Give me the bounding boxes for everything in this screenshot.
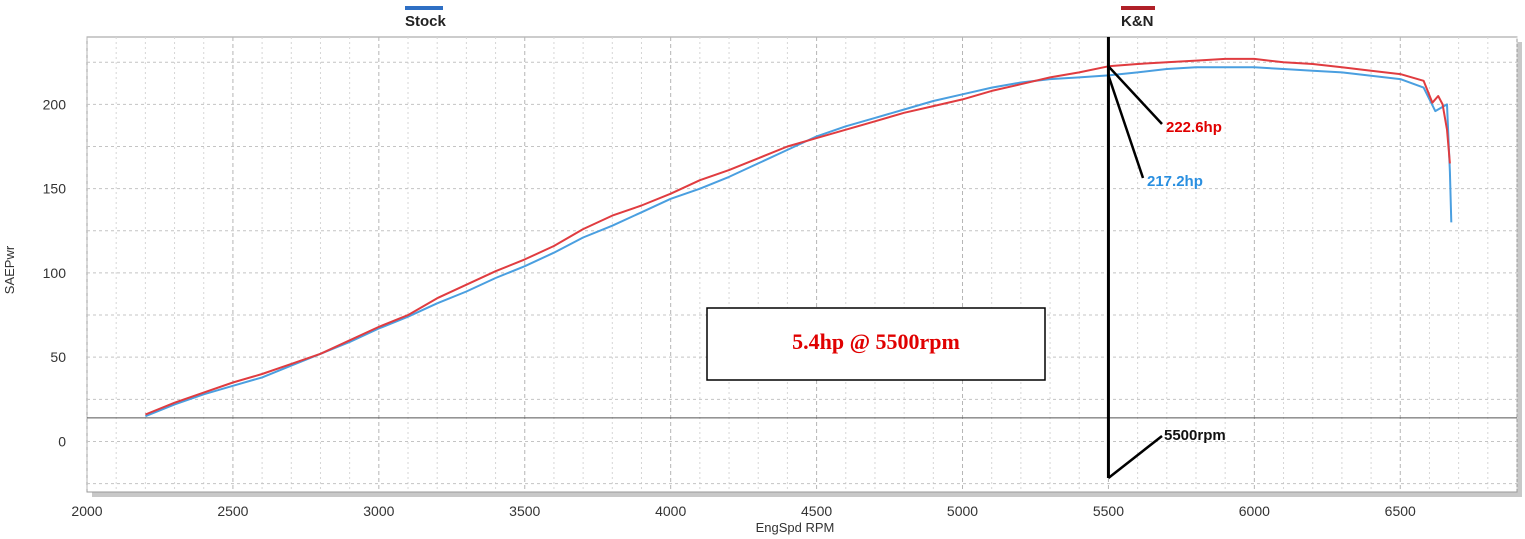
x-tick-label: 5000 [947,503,978,519]
legend-swatch-stock [405,6,443,10]
leader-stock [1107,75,1145,179]
x-axis-label: EngSpd RPM [756,520,835,535]
callout-rpm: 5500rpm [1164,427,1226,444]
gain-box-text: 5.4hp @ 5500rpm [792,329,960,354]
x-tick-label: 6500 [1385,503,1416,519]
legend-label-kn: K&N [1121,13,1154,30]
series-group [145,57,1453,418]
callout-leaders [1107,65,1163,479]
y-tick-label: 150 [43,181,67,197]
leader-rpm [1107,435,1163,479]
x-tick-label: 2000 [71,503,102,519]
x-tick-label: 4000 [655,503,686,519]
series-line-kn [145,57,1451,416]
x-tick-label: 4500 [801,503,832,519]
gain-box [706,307,1046,381]
callout-kn-power: 222.6hp [1166,119,1222,136]
y-tick-label: 50 [50,349,66,365]
y-tick-label: 0 [58,433,66,449]
leader-kn [1107,65,1163,125]
series-line-stock [145,66,1453,418]
legend-swatch-kn [1121,6,1155,10]
x-tick-label: 3000 [363,503,394,519]
y-tick-label: 100 [43,265,67,281]
x-tick-label: 5500 [1093,503,1124,519]
y-tick-labels: 0 50 100 150 200 [43,96,67,449]
x-tick-label: 3500 [509,503,540,519]
callout-stock-power: 217.2hp [1147,173,1203,190]
plot-area [86,36,1518,493]
y-axis-label: SAEPwr [2,245,17,294]
y-tick-label: 200 [43,96,67,112]
x-tick-label: 6000 [1239,503,1270,519]
x-tick-labels: 2000 2500 3000 3500 4000 4500 5000 5500 6000 6500 [71,503,1416,519]
legend-label-stock: Stock [405,13,447,30]
x-tick-label: 2500 [217,503,248,519]
